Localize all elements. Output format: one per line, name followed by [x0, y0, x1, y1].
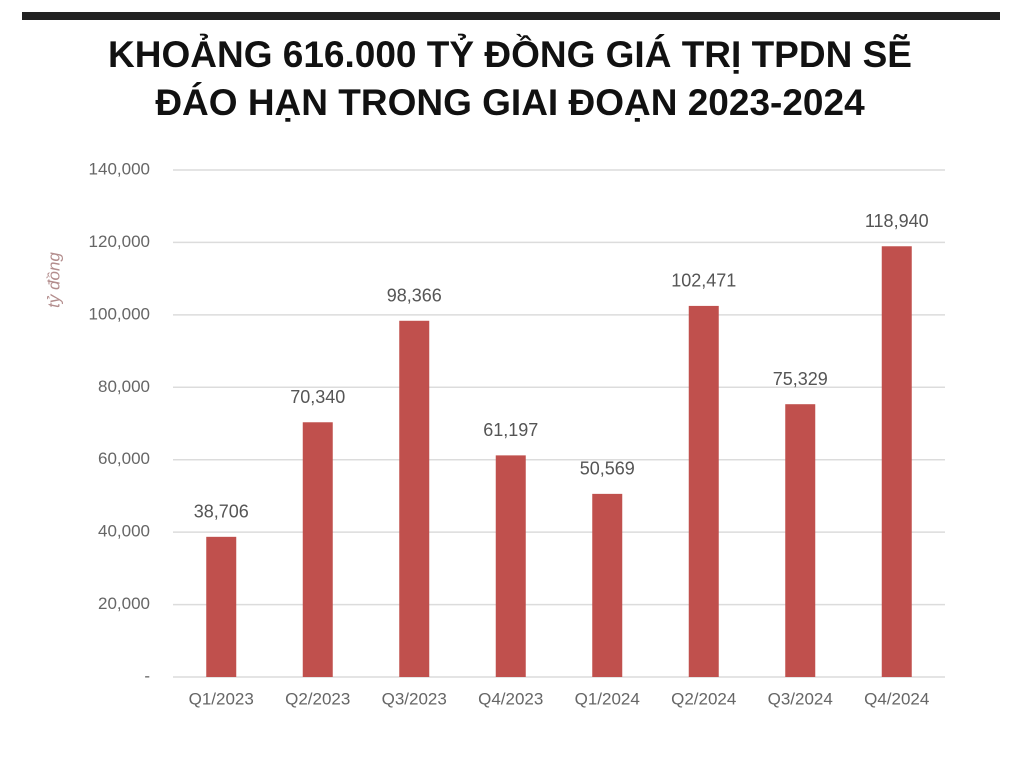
x-tick-label: Q3/2024	[768, 689, 833, 708]
bar	[688, 305, 719, 677]
value-label: 61,197	[483, 420, 538, 440]
x-tick-label: Q3/2023	[382, 689, 447, 708]
value-label: 98,366	[387, 286, 442, 306]
value-label: 50,569	[580, 459, 635, 479]
value-label: 75,329	[773, 369, 828, 389]
bar	[785, 404, 816, 677]
value-label: 38,706	[194, 502, 249, 522]
y-axis-label: tỷ đồng	[44, 252, 63, 308]
x-tick-label: Q4/2023	[478, 689, 543, 708]
value-label: 70,340	[290, 387, 345, 407]
y-tick-label: -	[144, 666, 150, 685]
x-tick-label: Q2/2023	[285, 689, 350, 708]
bar	[881, 246, 912, 678]
bar	[399, 320, 430, 677]
y-tick-label: 140,000	[89, 159, 150, 178]
y-tick-label: 20,000	[98, 594, 150, 613]
x-tick-label: Q1/2024	[575, 689, 640, 708]
value-label: 118,940	[865, 211, 929, 231]
y-tick-label: 40,000	[98, 522, 150, 541]
chart-title: KHOẢNG 616.000 TỶ ĐỒNG GIÁ TRỊ TPDN SẼ	[108, 33, 912, 75]
x-tick-label: Q1/2023	[189, 689, 254, 708]
y-tick-label: 80,000	[98, 377, 150, 396]
bar	[302, 422, 333, 677]
bar	[592, 493, 623, 677]
bar	[206, 536, 237, 677]
chart-title: ĐÁO HẠN TRONG GIAI ĐOẠN 2023-2024	[155, 82, 865, 123]
y-tick-label: 60,000	[98, 449, 150, 468]
x-tick-label: Q4/2024	[864, 689, 929, 708]
top-rule	[22, 12, 1000, 20]
x-tick-label: Q2/2024	[671, 689, 736, 708]
bar	[495, 455, 526, 677]
y-tick-label: 120,000	[89, 232, 150, 251]
value-label: 102,471	[671, 271, 736, 291]
y-tick-label: 100,000	[89, 304, 150, 323]
